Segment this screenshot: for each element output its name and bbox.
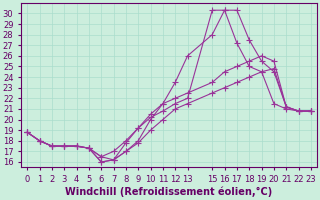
X-axis label: Windchill (Refroidissement éolien,°C): Windchill (Refroidissement éolien,°C) [65, 187, 273, 197]
